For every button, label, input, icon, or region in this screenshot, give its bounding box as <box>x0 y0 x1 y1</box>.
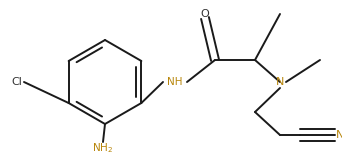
Text: N: N <box>276 77 284 87</box>
Text: N: N <box>336 130 342 140</box>
Text: NH$_2$: NH$_2$ <box>92 141 114 155</box>
Text: O: O <box>201 9 209 19</box>
Text: NH: NH <box>167 77 183 87</box>
Text: Cl: Cl <box>12 77 23 87</box>
